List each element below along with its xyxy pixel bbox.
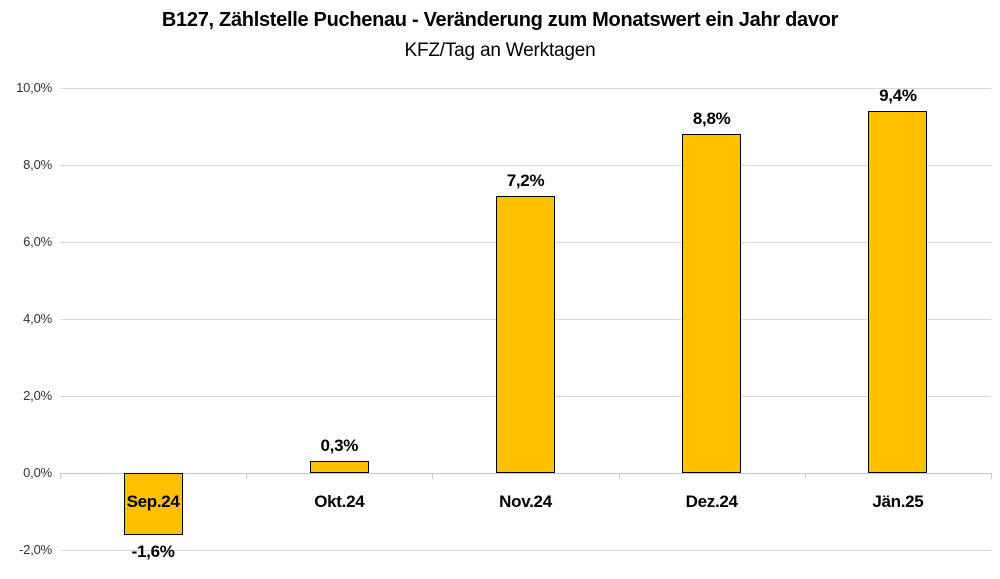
x-axis-tick	[60, 473, 61, 479]
y-axis-tick-label: 4,0%	[23, 311, 52, 326]
bar-Sep.24	[123, 473, 183, 535]
bar-Okt.24	[309, 461, 369, 473]
data-label-Jän.25: 9,4%	[879, 86, 917, 106]
y-axis-tick-label: 6,0%	[23, 234, 52, 249]
y-axis-tick-label: 2,0%	[23, 388, 52, 403]
bar-Jän.25	[868, 111, 928, 473]
y-axis-tick-label: 0,0%	[23, 465, 52, 480]
x-axis-tick	[618, 473, 620, 479]
x-axis-category-label: Jän.25	[872, 492, 924, 511]
x-axis-line	[60, 473, 991, 474]
x-axis-category-label: Okt.24	[314, 492, 365, 511]
y-axis-tick-label: 10,0%	[16, 80, 52, 95]
chart-subtitle: KFZ/Tag an Werktagen	[404, 40, 596, 61]
y-axis-tick-label: 8,0%	[23, 157, 52, 172]
gridline	[60, 550, 991, 551]
x-axis-tick	[991, 473, 992, 479]
bar-Nov.24	[496, 195, 555, 473]
x-axis-category-label: Sep.24	[126, 492, 180, 511]
y-axis-tick-label: -2,0%	[19, 542, 52, 557]
x-axis-tick	[432, 473, 434, 479]
data-label-Nov.24: 7,2%	[506, 170, 545, 190]
gridline	[60, 165, 991, 166]
x-axis-tick	[246, 473, 248, 479]
x-axis-category-label: Nov.24	[499, 492, 552, 511]
bar-Dez.24	[682, 134, 742, 473]
gridline	[60, 88, 991, 89]
x-axis-category-label: Dez.24	[685, 492, 738, 511]
data-label-Sep.24: -1,6%	[131, 541, 175, 561]
chart-title: B127, Zählstelle Puchenau - Veränderung …	[161, 9, 839, 31]
x-axis-tick	[804, 473, 806, 479]
data-label-Dez.24: 8,8%	[692, 109, 731, 129]
data-label-Okt.24: 0,3%	[320, 436, 359, 456]
